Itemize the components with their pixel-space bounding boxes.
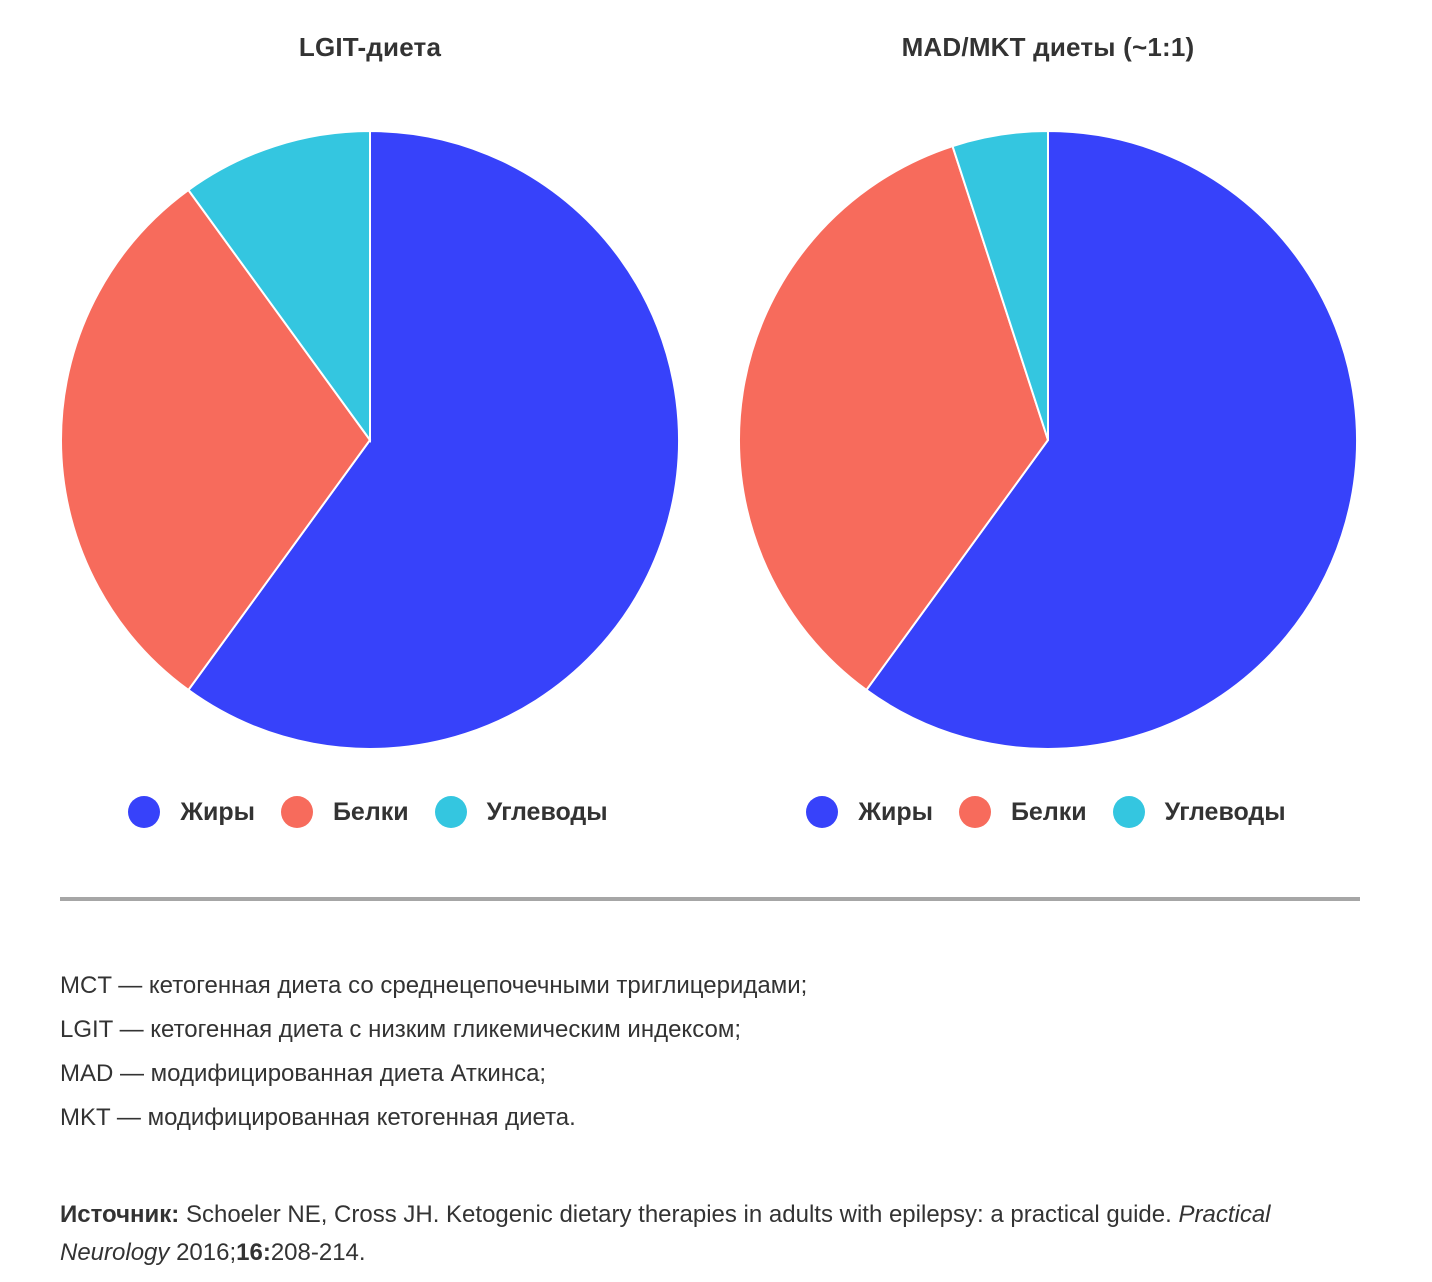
note-mkt: MKT — модифицированная кетогенная диета. [60, 1104, 576, 1131]
divider [60, 897, 1360, 901]
pie-slice-fat [864, 129, 1358, 750]
note-lgit: LGIT — кетогенная диета с низким гликеми… [60, 1016, 741, 1043]
pie-slice-protein [737, 144, 1050, 692]
legend-item-protein: Белки [958, 796, 1087, 828]
legend-item-fat: Жиры [806, 796, 933, 828]
note-mad: MAD — модифицированная диета Аткинса; [60, 1060, 547, 1087]
source-year: 2016; [169, 1239, 237, 1266]
legend-mad-mkt: Жиры Белки Углеводы [728, 796, 1368, 828]
pie-chart-lgit [59, 129, 680, 750]
chart-title: MAD/MKT диеты (~1:1) [901, 32, 1195, 62]
legend-label: Жиры [858, 797, 933, 826]
legend-item-fat: Жиры [128, 796, 255, 828]
source-label: Источник: [60, 1201, 180, 1228]
source-citation: Источник: Schoeler NE, Cross JH. Ketogen… [60, 1196, 1360, 1272]
pie-slice-protein [59, 188, 372, 692]
legend-dot-icon [958, 796, 991, 828]
source-volume: 16: [236, 1239, 271, 1266]
legend-label: Углеводы [486, 797, 608, 826]
legend-label: Белки [332, 797, 409, 826]
legend-item-carbs: Углеводы [434, 796, 608, 828]
source-journal: Practical Neurology [60, 1201, 1271, 1266]
source-pages: 208-214. [270, 1239, 366, 1266]
abbreviation-notes: MCT — кетогенная диета со среднецепочечн… [60, 964, 1380, 1140]
source-text: Schoeler NE, Cross JH. Ketogenic dietary… [179, 1201, 1179, 1228]
chart-mad-mkt: MAD/MKT диеты (~1:1) Жиры Белки Углеводы [728, 0, 1368, 880]
legend-label: Углеводы [1164, 797, 1286, 826]
pie-slice-carbs [186, 129, 371, 444]
legend-lgit: Жиры Белки Углеводы [50, 796, 690, 828]
legend-label: Жиры [180, 797, 255, 826]
chart-lgit: LGIT-диета Жиры Белки Углеводы [50, 0, 690, 880]
pie-chart-mad-mkt [737, 129, 1358, 750]
legend-dot-icon [1112, 796, 1145, 828]
chart-title: LGIT-диета [298, 32, 442, 62]
legend-item-carbs: Углеводы [1112, 796, 1286, 828]
legend-dot-icon [280, 796, 313, 828]
legend-label: Белки [1010, 797, 1087, 826]
pie-slice-carbs [951, 129, 1049, 441]
note-mct: MCT — кетогенная диета со среднецепочечн… [60, 972, 808, 999]
pie-slice-fat [186, 129, 680, 750]
legend-dot-icon [806, 796, 839, 828]
legend-dot-icon [434, 796, 467, 828]
legend-item-protein: Белки [280, 796, 409, 828]
legend-dot-icon [128, 796, 161, 828]
